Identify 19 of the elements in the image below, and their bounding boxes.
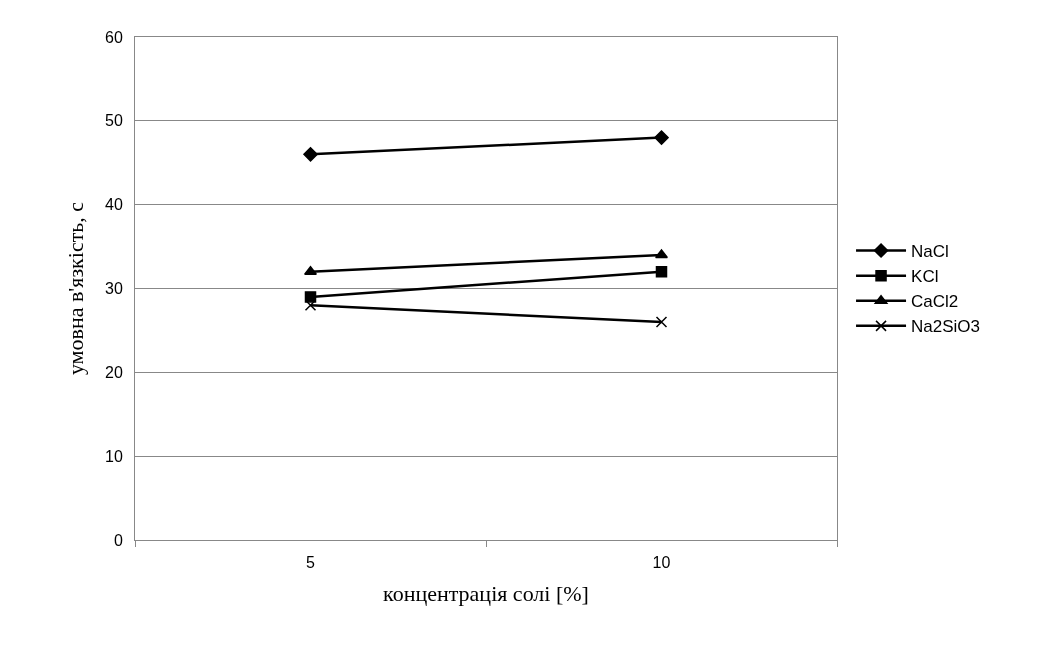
point [303,147,318,162]
point [304,291,317,303]
point [655,316,668,328]
y-tick-label: 0 [113,531,123,549]
point [654,130,669,145]
x-axis-title: концентрація солі [%] [383,581,589,607]
point [655,265,668,278]
legend-label: NaCl [911,242,949,262]
y-tick-label: 60 [105,28,123,46]
legend-label: Na2SiO3 [911,317,981,337]
x-tick-label: 5 [306,554,316,572]
y-axis-title: умовна в'язкість, с [62,201,88,376]
legend-label: KCl [911,267,939,287]
y-tick-label: 20 [105,363,123,381]
legend-label: CaCl2 [911,292,959,312]
y-tick-label: 40 [105,196,123,214]
y-tick-label: 50 [105,112,123,130]
y-tick-label: 10 [105,447,123,465]
y-tick-label: 30 [105,280,123,298]
